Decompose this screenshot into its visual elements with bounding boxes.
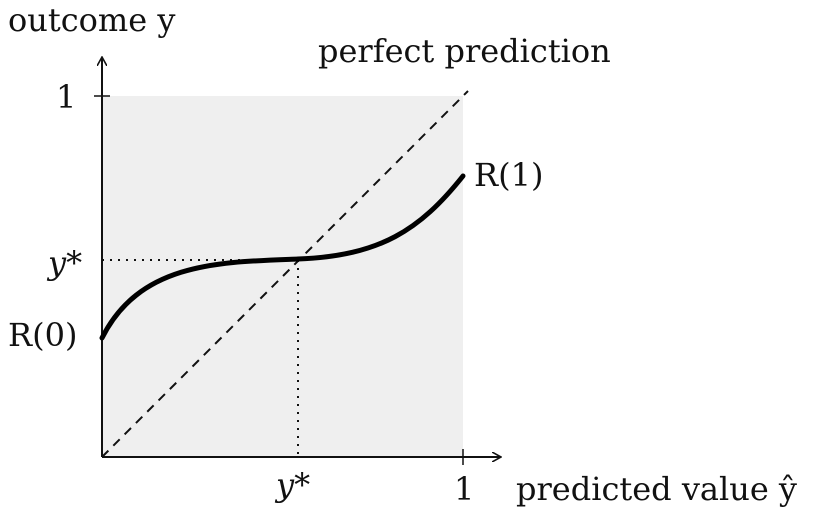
curve-end-label: R(1) <box>474 156 543 194</box>
y-axis-title: outcome y <box>8 1 175 39</box>
perfect-prediction-line <box>101 90 469 458</box>
x-star-label: y* <box>274 466 310 504</box>
calibration-curve <box>99 173 466 341</box>
y-star-label: y* <box>46 244 82 282</box>
x-one-label: 1 <box>454 470 474 508</box>
curve-start-label: R(0) <box>8 316 77 354</box>
diagonal-label: perfect prediction <box>318 32 611 70</box>
x-axis-title: predicted value ŷ <box>516 470 797 508</box>
y-one-label: 1 <box>56 78 76 116</box>
